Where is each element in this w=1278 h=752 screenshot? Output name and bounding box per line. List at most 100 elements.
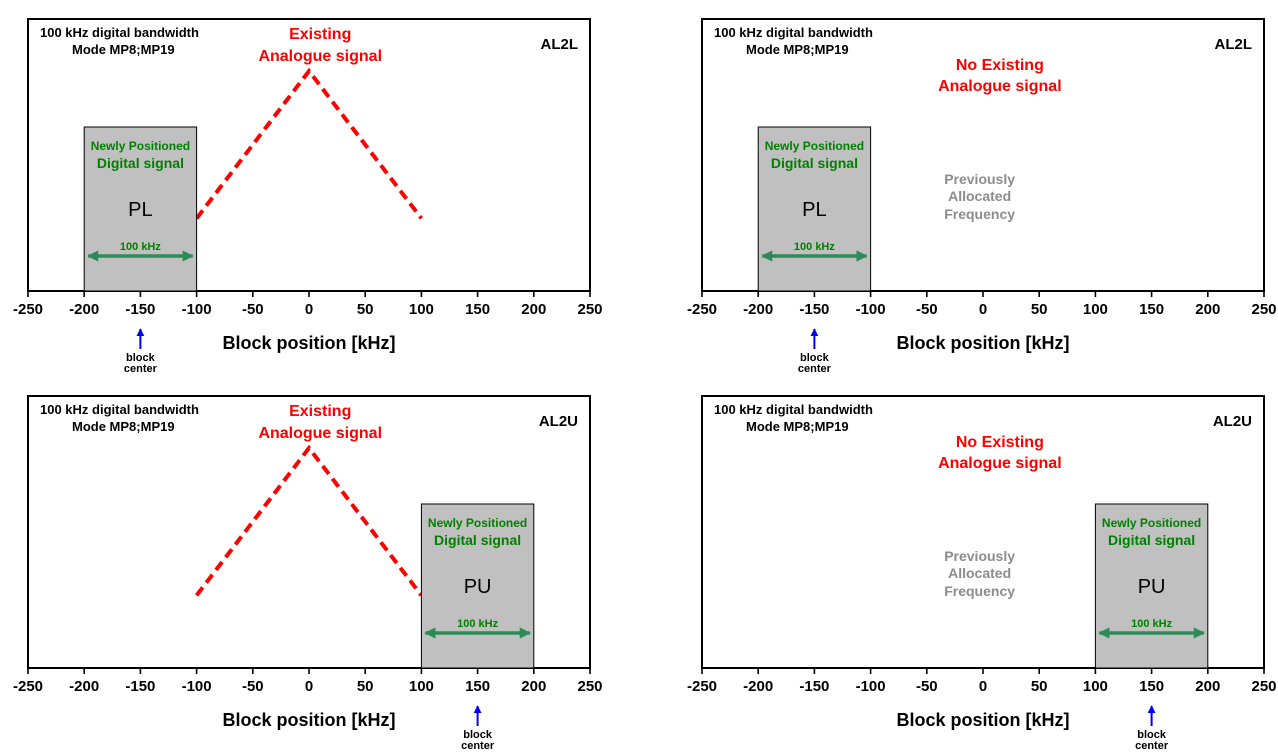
x-tick-label: 150 (465, 678, 490, 695)
x-tick-label: 100 (1083, 301, 1108, 318)
x-tick-label: 250 (1251, 301, 1276, 318)
x-tick-label: 0 (979, 678, 987, 695)
digital-title-line1: Newly Positioned (1102, 516, 1201, 530)
block-center-label-line1: block (463, 729, 493, 741)
x-tick-label: 50 (357, 678, 374, 695)
x-tick-label: -150 (125, 301, 155, 318)
x-axis-title: Block position [kHz] (222, 710, 395, 730)
x-tick-label: 250 (577, 301, 602, 318)
x-tick-label: -100 (856, 301, 886, 318)
mode-header: Mode MP8;MP19 (72, 42, 175, 57)
block-code-label: PU (1138, 576, 1166, 598)
digital-block (420, 503, 535, 669)
analogue-signal-line (195, 67, 423, 220)
x-tick-label: 100 (409, 678, 434, 695)
analogue-title-line1: Existing (289, 26, 351, 43)
x-tick-label: -200 (69, 678, 99, 695)
x-axis-title: Block position [kHz] (896, 333, 1069, 353)
bandwidth-label: 100 kHz (120, 241, 161, 253)
block-center-label-line1: block (800, 352, 830, 364)
x-tick-label: 200 (1195, 678, 1220, 695)
x-tick-label: 200 (521, 301, 546, 318)
previous-allocation-line2: Allocated (948, 188, 1011, 204)
x-tick-label: -150 (125, 678, 155, 695)
x-axis-title: Block position [kHz] (896, 710, 1069, 730)
previous-allocation-line3: Frequency (944, 206, 1015, 222)
mode-header: Mode MP8;MP19 (746, 419, 849, 434)
x-tick-label: 0 (979, 301, 987, 318)
x-tick-label: -100 (182, 678, 212, 695)
digital-block (1094, 503, 1209, 669)
x-tick-label: 100 (409, 301, 434, 318)
digital-title-line1: Newly Positioned (428, 516, 527, 530)
x-tick-label: 200 (521, 678, 546, 695)
mode-label: AL2L (1215, 36, 1253, 53)
mode-label: AL2L (541, 36, 579, 53)
mode-header: Mode MP8;MP19 (72, 419, 175, 434)
x-tick-label: -50 (916, 678, 938, 695)
block-center-label-line1: block (1137, 729, 1167, 741)
panel-bl: -250 -200 -150 -100 -50 0 50 100 150 200 250 Block … (13, 395, 603, 752)
digital-title-line2: Digital signal (97, 155, 184, 171)
analogue-title-line1: No Existing (956, 57, 1044, 74)
x-tick-label: -50 (916, 301, 938, 318)
x-tick-label: -50 (242, 301, 264, 318)
previous-allocation-line1: Previously (944, 548, 1015, 564)
mode-label: AL2U (539, 413, 578, 430)
analogue-title-line1: Existing (289, 403, 351, 420)
x-tick-label: -150 (799, 678, 829, 695)
digital-block (83, 126, 198, 292)
block-code-label: PL (128, 199, 152, 221)
analogue-title-line2: Analogue signal (938, 78, 1062, 95)
block-code-label: PU (464, 576, 492, 598)
x-tick-label: -250 (13, 678, 43, 695)
bandwidth-label: 100 kHz (1131, 618, 1172, 630)
block-code-label: PL (802, 199, 826, 221)
bandwidth-label: 100 kHz (457, 618, 498, 630)
previous-allocation-line1: Previously (944, 171, 1015, 187)
bandwidth-label: 100 kHz (794, 241, 835, 253)
panel-br: -250 -200 -150 -100 -50 0 50 100 150 200 250 Block … (687, 395, 1277, 752)
mode-label: AL2U (1213, 413, 1252, 430)
bandwidth-header: 100 kHz digital bandwidth (40, 402, 199, 417)
x-tick-label: -200 (69, 301, 99, 318)
panel-tl: -250 -200 -150 -100 -50 0 50 100 150 200 250 Block … (13, 18, 603, 375)
bandwidth-header: 100 kHz digital bandwidth (714, 402, 873, 417)
x-tick-label: 150 (1139, 678, 1164, 695)
x-tick-label: -250 (687, 678, 717, 695)
x-tick-label: -50 (242, 678, 264, 695)
panel-tr: -250 -200 -150 -100 -50 0 50 100 150 200 250 Block … (687, 18, 1277, 375)
analogue-title-line2: Analogue signal (258, 425, 382, 442)
block-center-label-line2: center (798, 363, 832, 375)
digital-title-line1: Newly Positioned (765, 139, 864, 153)
x-tick-label: 0 (305, 678, 313, 695)
x-tick-label: 50 (1031, 301, 1048, 318)
previous-allocation-line2: Allocated (948, 565, 1011, 581)
x-tick-label: 50 (1031, 678, 1048, 695)
x-tick-label: -250 (13, 301, 43, 318)
x-tick-label: -100 (856, 678, 886, 695)
x-tick-label: 0 (305, 301, 313, 318)
digital-title-line2: Digital signal (434, 532, 521, 548)
bandwidth-header: 100 kHz digital bandwidth (714, 25, 873, 40)
x-tick-label: -100 (182, 301, 212, 318)
block-center-label-line2: center (1135, 740, 1169, 752)
x-tick-label: -150 (799, 301, 829, 318)
x-tick-label: 50 (357, 301, 374, 318)
block-center-label-line2: center (461, 740, 495, 752)
x-tick-label: -250 (687, 301, 717, 318)
digital-title-line2: Digital signal (771, 155, 858, 171)
block-center-label-line1: block (126, 352, 156, 364)
previous-allocation-line3: Frequency (944, 583, 1015, 599)
x-tick-label: 100 (1083, 678, 1108, 695)
digital-title-line1: Newly Positioned (91, 139, 190, 153)
analogue-signal-line (195, 444, 423, 597)
x-tick-label: 250 (577, 678, 602, 695)
x-tick-label: 250 (1251, 678, 1276, 695)
mode-header: Mode MP8;MP19 (746, 42, 849, 57)
analogue-title-line2: Analogue signal (938, 455, 1062, 472)
x-tick-label: -200 (743, 301, 773, 318)
digital-block (757, 126, 872, 292)
analogue-title-line2: Analogue signal (258, 48, 382, 65)
